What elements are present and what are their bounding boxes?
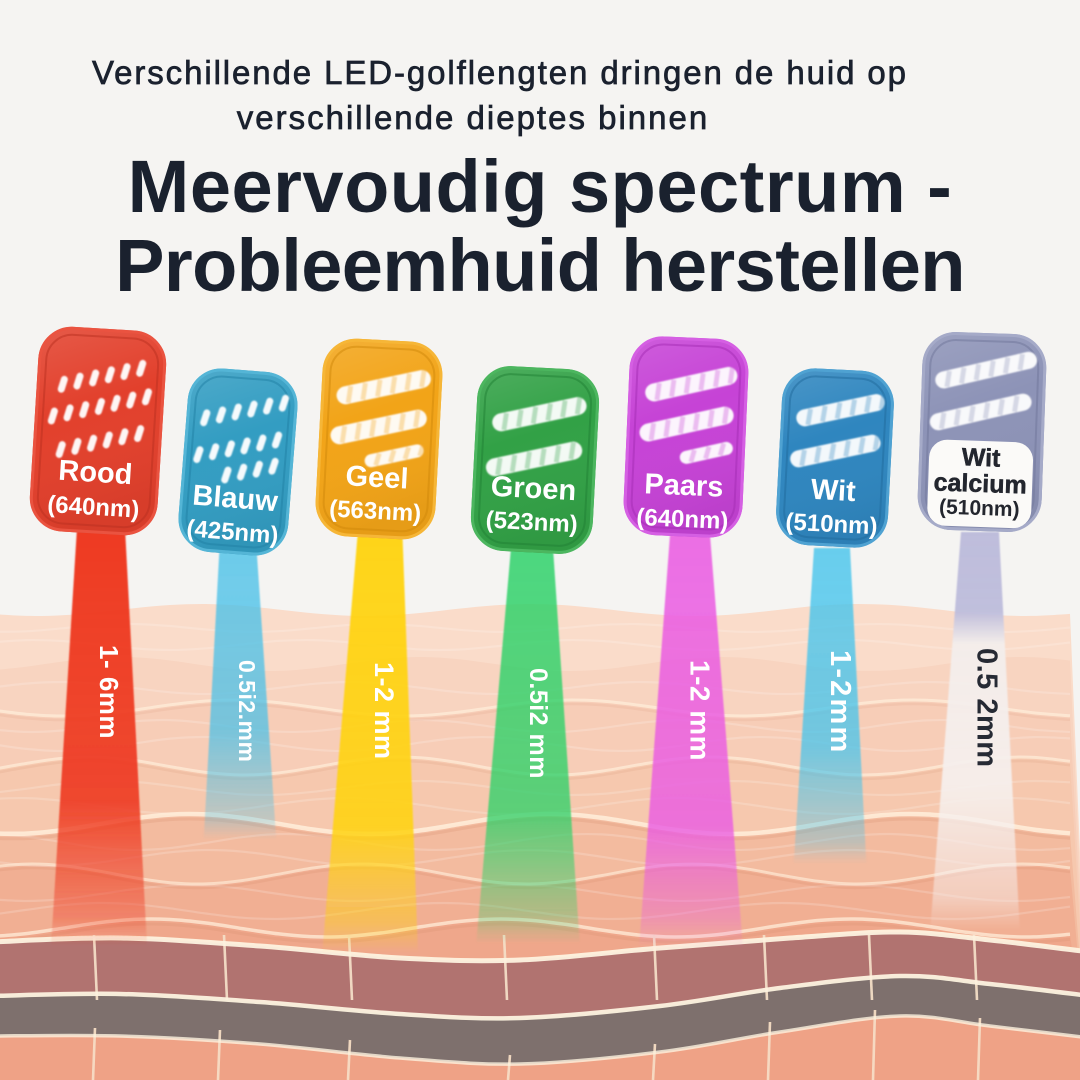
svg-text:1-2mm: 1-2mm [824, 650, 856, 755]
svg-text:Geel: Geel [345, 460, 409, 495]
svg-text:(563nm): (563nm) [329, 496, 422, 528]
svg-text:Wit: Wit [961, 443, 1001, 472]
svg-text:1- 6mm: 1- 6mm [94, 645, 124, 739]
svg-text:Rood: Rood [57, 455, 133, 491]
svg-text:Groen: Groen [490, 471, 577, 507]
svg-text:Meervoudig spectrum -: Meervoudig spectrum - [128, 145, 953, 228]
svg-text:0.5i2 mm: 0.5i2 mm [524, 668, 552, 779]
svg-text:(510nm): (510nm) [785, 509, 878, 541]
svg-text:1-2 mm: 1-2 mm [369, 662, 399, 760]
svg-text:Paars: Paars [644, 468, 724, 503]
svg-text:0.5 2mm: 0.5 2mm [971, 648, 1003, 768]
svg-text:calcium: calcium [933, 468, 1027, 499]
svg-text:(510nm): (510nm) [939, 496, 1020, 522]
svg-text:Verschillende LED-golflengten: Verschillende LED-golflengten dringen de… [92, 54, 908, 91]
svg-text:1-2 mm: 1-2 mm [685, 660, 716, 761]
svg-text:verschillende dieptes binnen: verschillende dieptes binnen [237, 99, 709, 136]
svg-text:Blauw: Blauw [191, 480, 279, 519]
svg-text:0.5i2.mm: 0.5i2.mm [234, 660, 260, 762]
svg-text:(523nm): (523nm) [485, 507, 578, 539]
svg-text:(640nm): (640nm) [636, 504, 729, 535]
svg-text:Wit: Wit [810, 474, 857, 508]
svg-text:Probleemhuid herstellen: Probleemhuid herstellen [115, 224, 965, 307]
svg-text:(640nm): (640nm) [47, 491, 141, 524]
